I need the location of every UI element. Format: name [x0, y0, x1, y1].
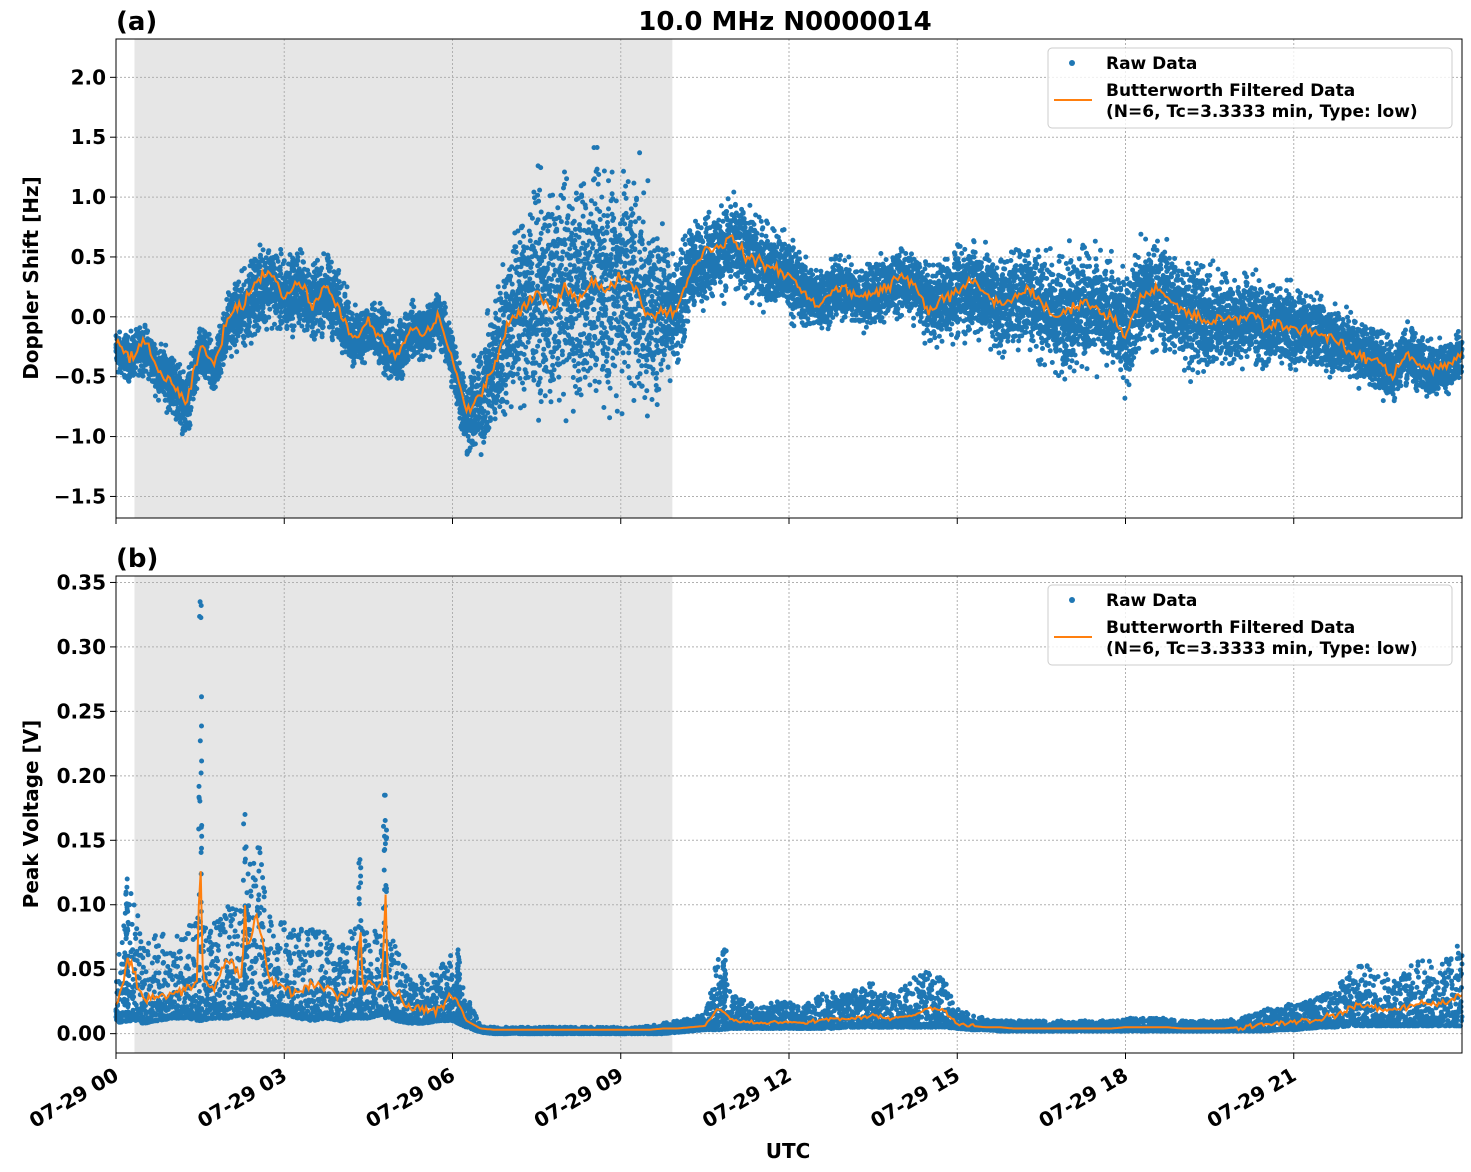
y-tick-label: −1.0 — [54, 425, 106, 449]
panel-b-filtered-data — [115, 871, 1463, 1032]
filtered-line — [115, 871, 1463, 1032]
legend-raw-marker — [1069, 60, 1075, 66]
panel-a-ylabel: Doppler Shift [Hz] — [19, 176, 43, 380]
y-tick-label: −0.5 — [54, 365, 106, 389]
legend-box — [1047, 47, 1453, 129]
legend-filtered-params: (N=6, Tc=3.3333 min, Type: low) — [1106, 639, 1418, 659]
y-tick-label: 0.10 — [57, 893, 106, 917]
panel-b-ylabel: Peak Voltage [V] — [19, 720, 43, 909]
legend-raw-marker — [1069, 597, 1075, 603]
panel-a-legend: Raw Data Butterworth Filtered Data(N=6, T… — [1047, 47, 1453, 129]
y-tick-label: 0.00 — [57, 1022, 106, 1046]
y-tick-label: 0.5 — [71, 245, 106, 269]
y-tick-label: 0.05 — [57, 957, 106, 981]
legend-filtered-label: Butterworth Filtered Data — [1106, 81, 1355, 101]
y-tick-label: 0.20 — [57, 764, 106, 788]
y-tick-label: 1.5 — [71, 125, 106, 149]
y-tick-label: 0.0 — [71, 305, 106, 329]
panel-b-label: (b) — [116, 544, 158, 574]
figure-title: 10.0 MHz N0000014 — [638, 7, 931, 37]
panel-a-label: (a) — [116, 7, 157, 37]
panel-a-filtered-data — [115, 234, 1463, 416]
y-tick-label: 0.25 — [57, 699, 106, 723]
panel-b-legend: Raw Data Butterworth Filtered Data(N=6, T… — [1047, 584, 1453, 666]
y-tick-label: 0.15 — [57, 828, 106, 852]
y-tick-label: 2.0 — [71, 65, 106, 89]
y-tick-label: 0.35 — [57, 570, 106, 594]
legend-raw-label: Raw Data — [1106, 591, 1197, 611]
legend-box — [1047, 584, 1453, 666]
x-axis-label: UTC — [766, 1139, 811, 1163]
panel-b-grid — [116, 576, 1462, 1053]
y-tick-label: 1.0 — [71, 185, 106, 209]
y-tick-label: 0.30 — [57, 635, 106, 659]
panel-a-axes: −1.5 −1.0 −0.5 0.0 0.5 1.0 1.5 2.0 — [54, 38, 1463, 524]
legend-filtered-label: Butterworth Filtered Data — [1106, 618, 1355, 638]
y-tick-label: −1.5 — [54, 484, 106, 508]
legend-filtered-params: (N=6, Tc=3.3333 min, Type: low) — [1106, 102, 1418, 122]
panel-a: (a) Doppler Shift [Hz] −1.5 −1.0 −0.5 0.0 0.… — [19, 7, 1465, 524]
filtered-line — [115, 234, 1463, 416]
legend-raw-label: Raw Data — [1106, 54, 1197, 74]
